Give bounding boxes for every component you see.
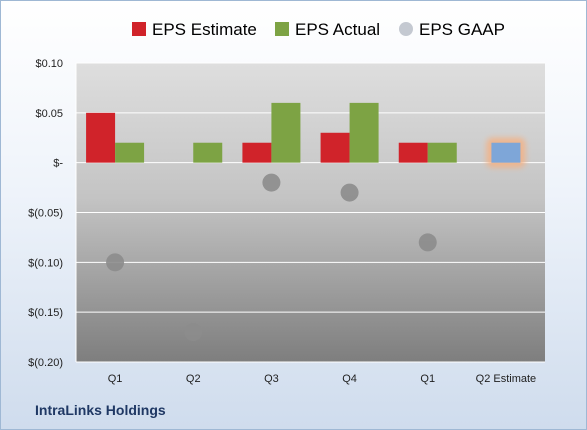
bar-eps-actual: [349, 102, 379, 163]
x-tick-label: Q2 Estimate: [476, 373, 537, 385]
legend-swatch-eps-actual: [275, 22, 289, 36]
y-axis-labels: $0.10 $0.05 $- $(0.05) $(0.10) $(0.15) $(0.20): [28, 58, 63, 369]
x-tick-label: Q1: [420, 373, 435, 385]
bar-eps-estimate: [242, 142, 272, 163]
y-tick-label: $0.05: [35, 108, 63, 120]
gaap-markers: [106, 173, 437, 342]
legend-swatch-eps-gaap: [399, 22, 413, 36]
y-tick-label: $-: [53, 158, 63, 170]
bar-q2-estimate: [491, 142, 521, 163]
y-tick-label: $(0.05): [28, 208, 63, 220]
legend-label: EPS Actual: [295, 20, 380, 39]
legend-label: EPS Estimate: [152, 20, 257, 39]
bars: [86, 102, 526, 168]
y-tick-label: $(0.10): [28, 257, 63, 269]
gaap-marker: [184, 323, 203, 342]
legend-swatch-eps-estimate: [132, 22, 146, 36]
gaap-marker: [340, 183, 359, 202]
gaap-marker: [418, 233, 437, 252]
company-name: IntraLinks Holdings: [35, 402, 166, 418]
x-tick-label: Q3: [264, 373, 279, 385]
x-tick-label: Q4: [342, 373, 357, 385]
bar-eps-estimate: [86, 112, 116, 163]
y-tick-label: $(0.15): [28, 307, 63, 319]
bar-eps-actual: [427, 142, 457, 163]
legend: EPS Estimate EPS Actual EPS GAAP: [132, 20, 505, 39]
gaap-marker: [106, 253, 125, 272]
bar-eps-estimate: [398, 142, 428, 163]
y-tick-label: $(0.20): [28, 357, 63, 369]
bar-eps-actual: [115, 142, 145, 163]
y-tick-label: $0.10: [35, 58, 63, 70]
bar-eps-actual: [193, 142, 223, 163]
gridlines: [75, 62, 545, 363]
x-axis-labels: Q1 Q2 Q3 Q4 Q1 Q2 Estimate: [108, 373, 536, 385]
gaap-marker: [262, 173, 281, 192]
legend-label: EPS GAAP: [419, 20, 505, 39]
bar-eps-estimate: [320, 132, 350, 163]
x-tick-label: Q2: [186, 373, 201, 385]
x-tick-label: Q1: [108, 373, 123, 385]
bar-eps-actual: [271, 102, 301, 163]
